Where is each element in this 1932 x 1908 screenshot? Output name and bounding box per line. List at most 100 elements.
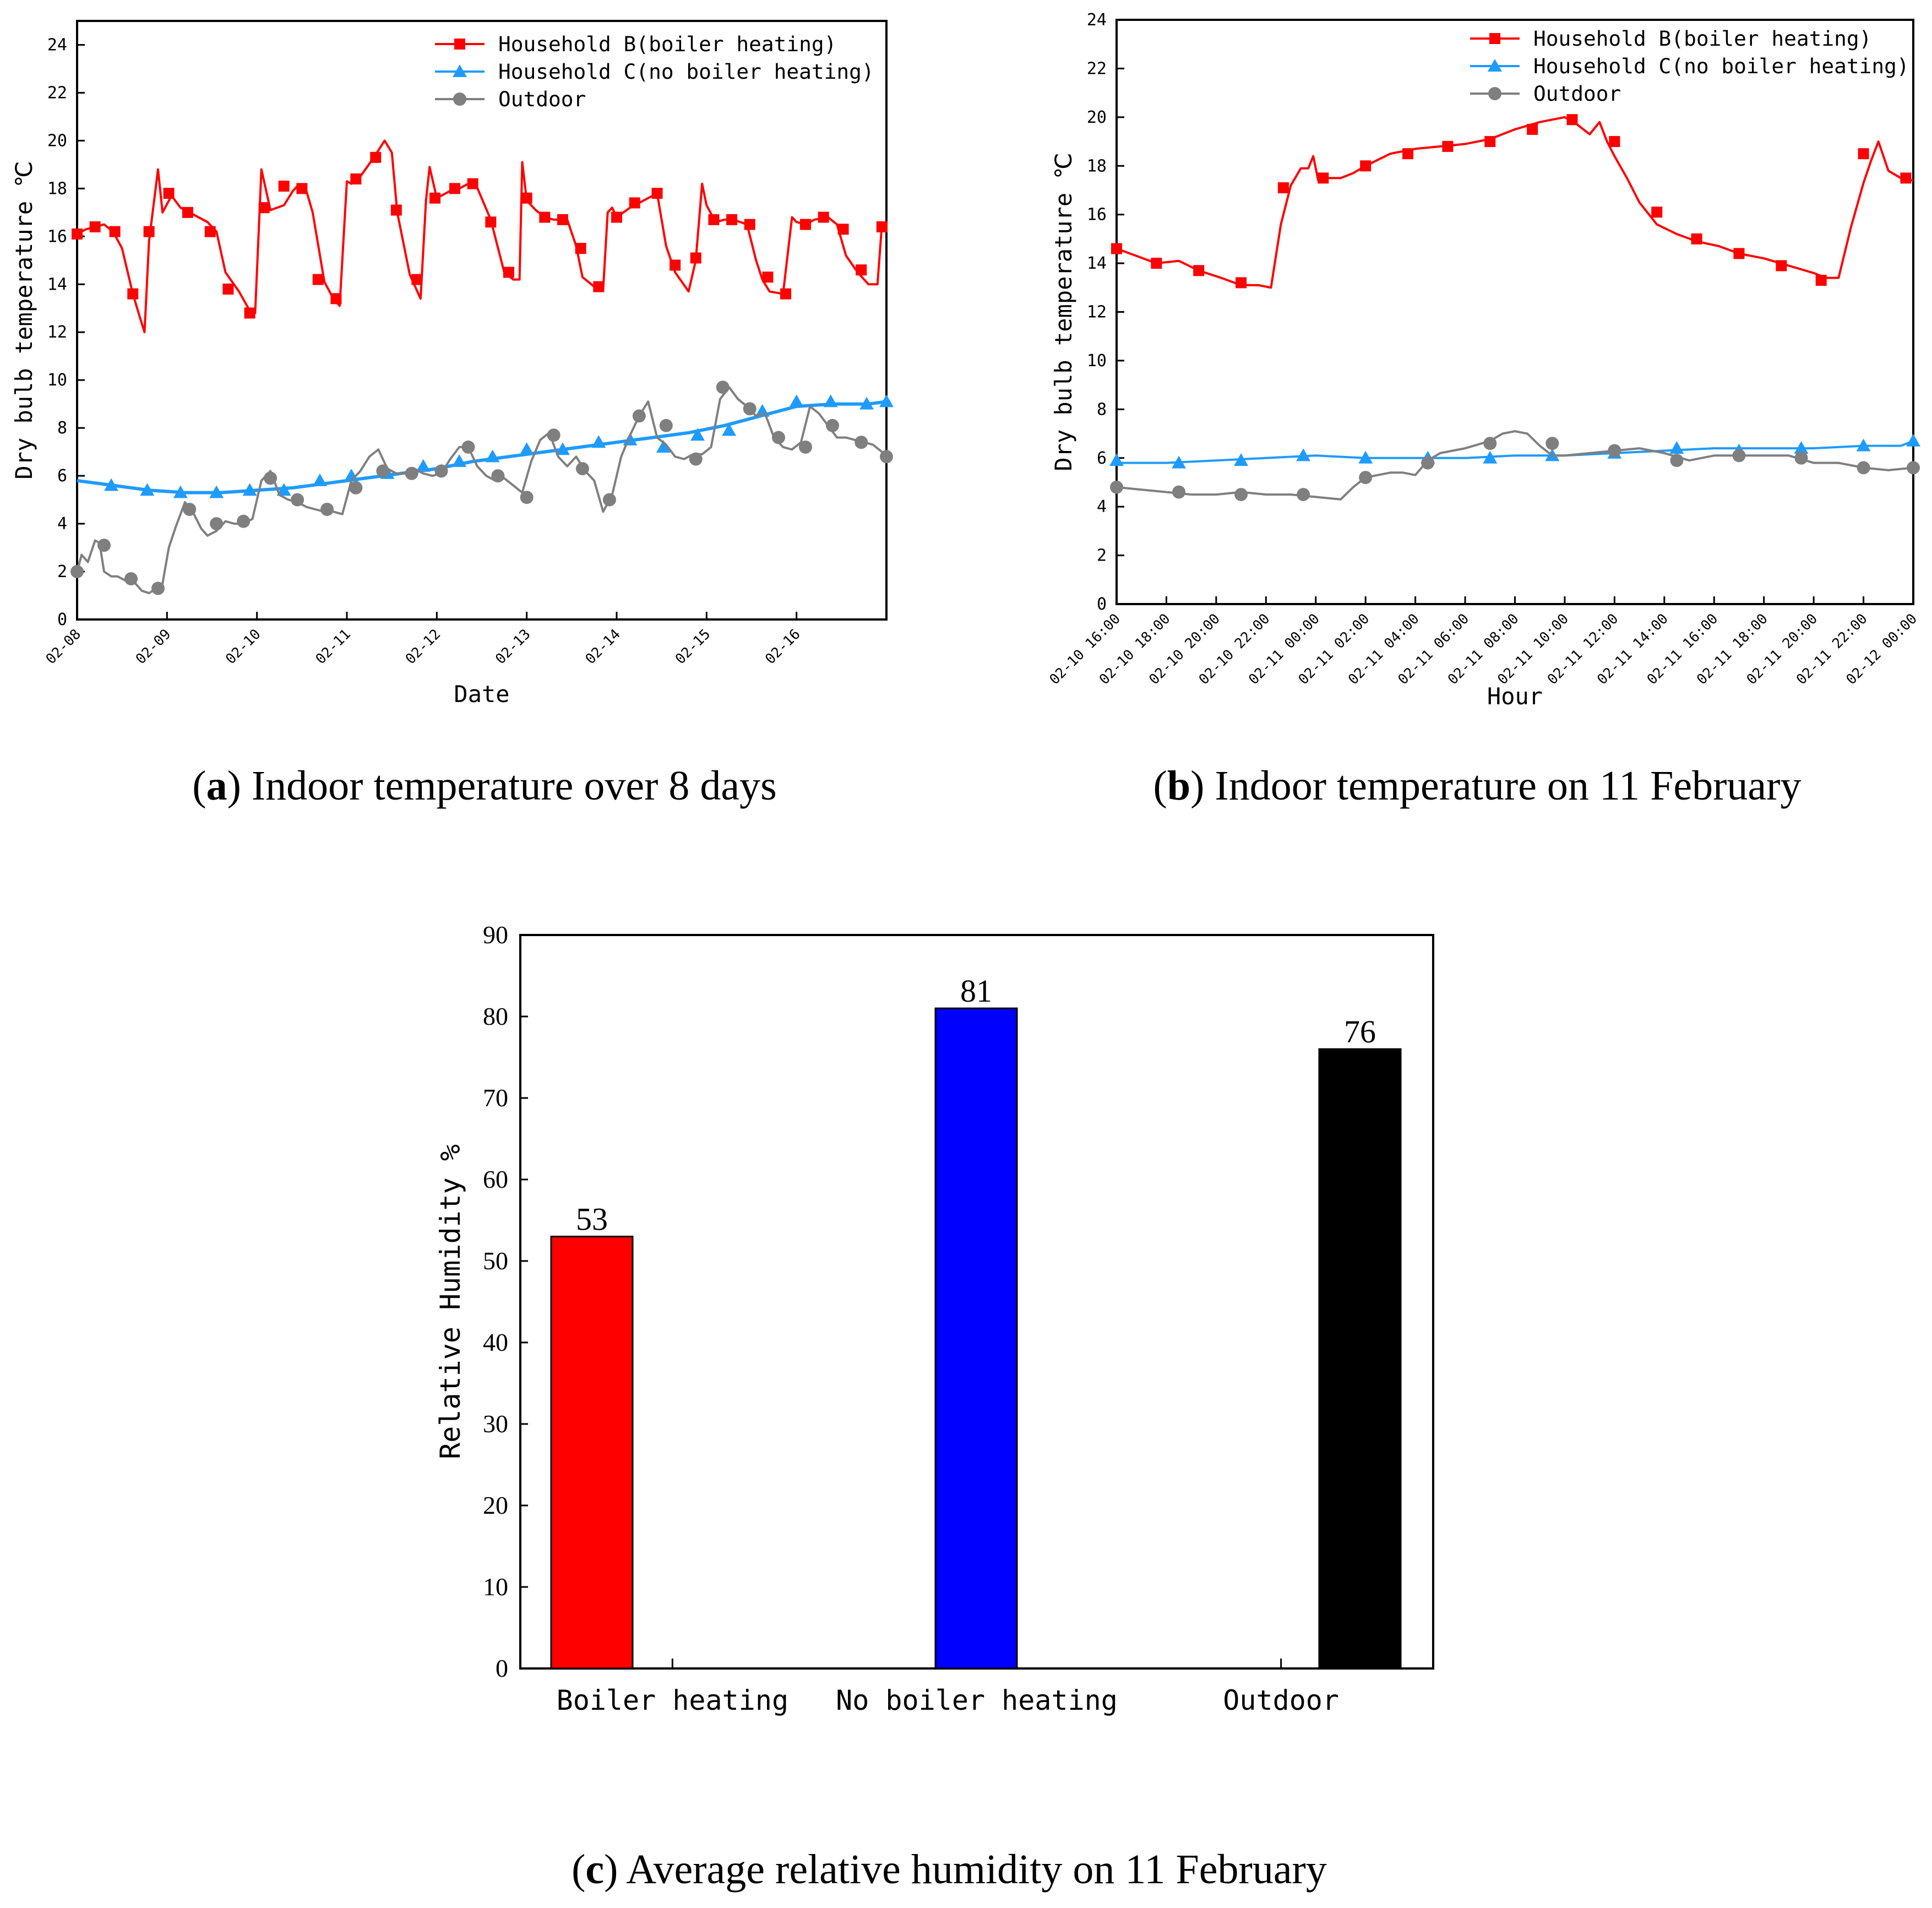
y-tick-label: 90 [483, 921, 508, 949]
circle-marker [1545, 437, 1559, 450]
triangle-marker [452, 454, 467, 468]
triangle-marker [1669, 441, 1684, 454]
triangle-marker [1358, 450, 1373, 464]
square-marker [182, 206, 193, 218]
y-tick-label: 6 [57, 466, 67, 486]
circle-marker [70, 565, 84, 579]
circle-marker [1608, 444, 1621, 458]
square-marker [278, 181, 290, 192]
legend-label: Household C(no boiler heating) [498, 59, 874, 84]
legend-label: Outdoor [498, 87, 586, 111]
square-marker [72, 228, 83, 240]
y-tick-label: 18 [1087, 156, 1107, 176]
triangle-marker [591, 435, 606, 448]
square-marker [1900, 172, 1912, 184]
circle-marker [880, 450, 893, 464]
circle-marker [434, 464, 448, 478]
triangle-marker [519, 442, 534, 455]
x-axis-label: Hour [1487, 683, 1543, 710]
x-tick-label: Boiler heating [557, 1684, 788, 1716]
circle-marker [1172, 485, 1186, 499]
bar-value-label: 76 [1344, 1014, 1376, 1050]
square-marker [390, 204, 402, 216]
legend-square-marker [454, 39, 465, 50]
circle-marker [799, 440, 812, 454]
bar-boiler-heating [550, 1236, 634, 1670]
square-marker [1151, 258, 1162, 269]
square-marker [1318, 172, 1329, 184]
triangle-marker [1794, 441, 1809, 454]
y-tick-label: 12 [47, 323, 67, 342]
circle-marker [1483, 437, 1497, 450]
circle-marker [264, 471, 277, 485]
circle-marker [1297, 488, 1310, 502]
square-marker [312, 274, 324, 285]
square-marker [1360, 160, 1372, 172]
x-tick-label: Outdoor [1223, 1684, 1339, 1716]
circle-marker [659, 418, 673, 432]
circle-marker [237, 514, 251, 528]
plot-frame [76, 20, 888, 621]
triangle-marker [104, 478, 119, 491]
triangle-marker [173, 485, 188, 498]
y-tick-label: 0 [496, 1654, 508, 1682]
legend-square-marker [1489, 33, 1500, 44]
triangle-marker [789, 394, 804, 407]
circle-marker [575, 462, 589, 476]
square-marker [1442, 140, 1454, 152]
triangle-marker [859, 396, 874, 410]
square-marker [467, 178, 478, 189]
circle-marker [716, 380, 730, 394]
bar-no-boiler-heating [934, 1007, 1018, 1670]
y-tick-label: 20 [47, 131, 67, 150]
triangle-marker [1483, 450, 1498, 464]
circle-marker [547, 428, 560, 442]
circle-marker [124, 572, 138, 586]
square-marker [856, 264, 867, 276]
triangle-marker [1109, 453, 1124, 466]
y-tick-label: 10 [483, 1573, 508, 1601]
y-tick-label: 8 [57, 418, 67, 438]
triangle-marker [416, 459, 431, 472]
square-marker [163, 188, 175, 199]
circle-marker [826, 418, 839, 432]
triangle-marker [313, 473, 327, 486]
series-0 [1111, 114, 1914, 289]
square-marker [143, 226, 155, 237]
circle-marker [855, 436, 868, 449]
x-axis-label: Date [454, 681, 509, 708]
circle-marker [151, 581, 165, 595]
y-tick-label: 18 [47, 179, 67, 198]
caption-a: (a) Indoor temperature over 8 days [192, 763, 776, 809]
square-marker [800, 219, 811, 230]
square-marker [818, 211, 829, 223]
legend-triangle-marker [453, 64, 467, 77]
triangle-marker [242, 483, 257, 496]
y-tick-label: 80 [483, 1002, 508, 1030]
square-marker [258, 202, 270, 214]
y-tick-label: 0 [57, 610, 67, 629]
square-marker [521, 192, 532, 204]
y-tick-label: 60 [483, 1165, 508, 1193]
y-tick-label: 30 [483, 1410, 508, 1438]
y-tick-label: 16 [1087, 205, 1107, 225]
square-marker [1402, 148, 1414, 160]
series-line-triangle [1117, 439, 1914, 464]
square-marker [593, 281, 605, 292]
y-tick-label: 10 [47, 371, 67, 390]
y-tick-label: 8 [1097, 400, 1107, 419]
legend-label: Outdoor [1533, 81, 1621, 106]
y-tick-label: 20 [483, 1491, 508, 1519]
square-marker [350, 173, 362, 184]
triangle-marker [722, 423, 737, 436]
circle-marker [1670, 454, 1684, 468]
legend: Household B(boiler heating) Household C(n… [435, 32, 874, 111]
triangle-marker [276, 483, 291, 496]
square-marker [611, 211, 622, 223]
series-0 [72, 139, 888, 334]
y-tick-label: 50 [483, 1247, 508, 1275]
circle-marker [602, 493, 616, 507]
square-marker [1566, 114, 1578, 126]
